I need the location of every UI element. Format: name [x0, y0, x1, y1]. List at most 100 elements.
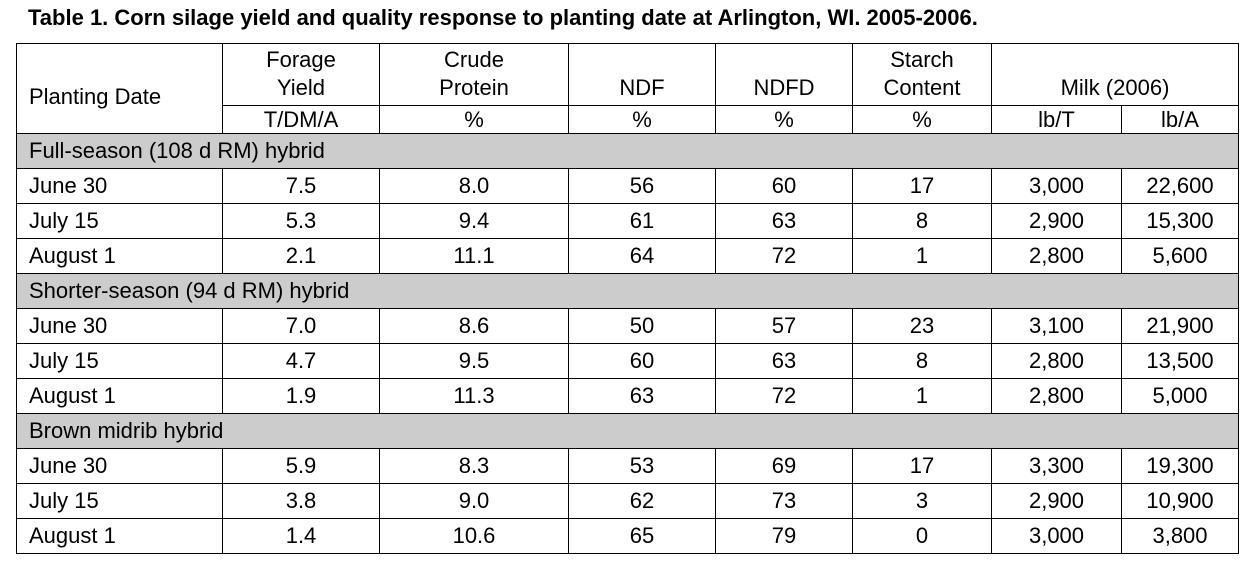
- cell-crude-protein: 9.0: [379, 483, 569, 519]
- cell-milk-lb-per-acre: 5,000: [1121, 378, 1239, 414]
- unit-forage-yield: T/DM/A: [222, 105, 380, 134]
- cell-forage-yield: 1.9: [222, 378, 380, 414]
- cell-planting-date: June 30: [16, 448, 223, 484]
- cell-starch-content: 0: [852, 518, 992, 554]
- table-row: June 30 7.5 8.0 56 60 17 3,000 22,600: [16, 168, 1239, 204]
- cell-milk-lb-per-ton: 2,900: [991, 483, 1122, 519]
- cell-crude-protein: 8.3: [379, 448, 569, 484]
- cell-milk-lb-per-acre: 19,300: [1121, 448, 1239, 484]
- cell-ndfd: 69: [715, 448, 853, 484]
- header-starch: Starch Content: [852, 43, 992, 106]
- cell-planting-date: July 15: [16, 343, 223, 379]
- cell-forage-yield: 7.0: [222, 308, 380, 344]
- cell-crude-protein: 8.0: [379, 168, 569, 204]
- cell-forage-yield: 3.8: [222, 483, 380, 519]
- cell-ndf: 60: [568, 343, 716, 379]
- cell-milk-lb-per-acre: 5,600: [1121, 238, 1239, 274]
- cell-forage-yield: 7.5: [222, 168, 380, 204]
- header-planting-date: Planting Date: [16, 43, 223, 134]
- cell-ndfd: 79: [715, 518, 853, 554]
- group-label: Brown midrib hybrid: [16, 413, 1239, 449]
- table-title: Table 1. Corn silage yield and quality r…: [28, 5, 978, 30]
- unit-starch: %: [852, 105, 992, 134]
- table-row: August 1 2.1 11.1 64 72 1 2,800 5,600: [16, 238, 1239, 274]
- unit-milk-per-acre: lb/A: [1121, 105, 1239, 134]
- cell-crude-protein: 9.4: [379, 203, 569, 239]
- header-starch-line2: Content: [883, 75, 961, 100]
- header-crude-protein: Crude Protein: [379, 43, 569, 106]
- cell-planting-date: August 1: [16, 518, 223, 554]
- table-row: July 15 3.8 9.0 62 73 3 2,900 10,900: [16, 483, 1239, 519]
- cell-milk-lb-per-acre: 10,900: [1121, 483, 1239, 519]
- table-row: July 15 4.7 9.5 60 63 8 2,800 13,500: [16, 343, 1239, 379]
- header-milk: Milk (2006): [991, 43, 1239, 106]
- cell-crude-protein: 10.6: [379, 518, 569, 554]
- group-row: Full-season (108 d RM) hybrid: [16, 133, 1239, 169]
- cell-milk-lb-per-ton: 3,000: [991, 168, 1122, 204]
- cell-planting-date: July 15: [16, 203, 223, 239]
- cell-forage-yield: 4.7: [222, 343, 380, 379]
- cell-ndfd: 57: [715, 308, 853, 344]
- cell-starch-content: 17: [852, 448, 992, 484]
- cell-ndfd: 72: [715, 378, 853, 414]
- cell-planting-date: August 1: [16, 238, 223, 274]
- unit-milk-per-ton: lb/T: [991, 105, 1122, 134]
- header-forage-yield-line1: Forage: [266, 47, 336, 72]
- cell-milk-lb-per-ton: 3,100: [991, 308, 1122, 344]
- cell-crude-protein: 11.3: [379, 378, 569, 414]
- cell-milk-lb-per-ton: 2,800: [991, 238, 1122, 274]
- unit-ndf: %: [568, 105, 716, 134]
- cell-ndfd: 63: [715, 203, 853, 239]
- table-row: August 1 1.9 11.3 63 72 1 2,800 5,000: [16, 378, 1239, 414]
- header-row: Planting Date Forage Yield Crude Protein N…: [16, 43, 1239, 134]
- cell-forage-yield: 5.9: [222, 448, 380, 484]
- cell-ndfd: 60: [715, 168, 853, 204]
- cell-milk-lb-per-ton: 2,900: [991, 203, 1122, 239]
- cell-ndf: 65: [568, 518, 716, 554]
- silage-table: Planting Date Forage Yield Crude Protein N…: [16, 43, 1239, 554]
- header-crude-protein-line2: Protein: [439, 75, 509, 100]
- cell-milk-lb-per-acre: 15,300: [1121, 203, 1239, 239]
- cell-forage-yield: 1.4: [222, 518, 380, 554]
- cell-ndfd: 73: [715, 483, 853, 519]
- cell-ndfd: 63: [715, 343, 853, 379]
- cell-starch-content: 17: [852, 168, 992, 204]
- group-label: Shorter-season (94 d RM) hybrid: [16, 273, 1239, 309]
- cell-planting-date: June 30: [16, 168, 223, 204]
- header-ndfd: NDFD: [715, 43, 853, 106]
- cell-ndf: 62: [568, 483, 716, 519]
- group-label: Full-season (108 d RM) hybrid: [16, 133, 1239, 169]
- cell-milk-lb-per-ton: 3,000: [991, 518, 1122, 554]
- table-row: July 15 5.3 9.4 61 63 8 2,900 15,300: [16, 203, 1239, 239]
- header-crude-protein-line1: Crude: [444, 47, 504, 72]
- cell-milk-lb-per-acre: 13,500: [1121, 343, 1239, 379]
- cell-crude-protein: 9.5: [379, 343, 569, 379]
- cell-milk-lb-per-ton: 2,800: [991, 378, 1122, 414]
- table-row: August 1 1.4 10.6 65 79 0 3,000 3,800: [16, 518, 1239, 554]
- header-forage-yield: Forage Yield: [222, 43, 380, 106]
- cell-starch-content: 23: [852, 308, 992, 344]
- cell-planting-date: June 30: [16, 308, 223, 344]
- cell-milk-lb-per-ton: 2,800: [991, 343, 1122, 379]
- cell-starch-content: 1: [852, 238, 992, 274]
- header-forage-yield-line2: Yield: [276, 75, 326, 100]
- cell-ndf: 63: [568, 378, 716, 414]
- cell-milk-lb-per-acre: 21,900: [1121, 308, 1239, 344]
- cell-ndf: 56: [568, 168, 716, 204]
- cell-forage-yield: 2.1: [222, 238, 380, 274]
- cell-milk-lb-per-ton: 3,300: [991, 448, 1122, 484]
- cell-ndfd: 72: [715, 238, 853, 274]
- cell-planting-date: July 15: [16, 483, 223, 519]
- header-starch-line1: Starch: [890, 47, 954, 72]
- cell-milk-lb-per-acre: 3,800: [1121, 518, 1239, 554]
- units-row: T/DM/A % % % % lb/T lb/A: [17, 105, 1239, 134]
- cell-starch-content: 1: [852, 378, 992, 414]
- cell-ndf: 64: [568, 238, 716, 274]
- cell-starch-content: 8: [852, 343, 992, 379]
- table-row: June 30 7.0 8.6 50 57 23 3,100 21,900: [16, 308, 1239, 344]
- cell-forage-yield: 5.3: [222, 203, 380, 239]
- cell-ndf: 53: [568, 448, 716, 484]
- group-row: Brown midrib hybrid: [16, 413, 1239, 449]
- cell-planting-date: August 1: [16, 378, 223, 414]
- unit-ndfd: %: [715, 105, 853, 134]
